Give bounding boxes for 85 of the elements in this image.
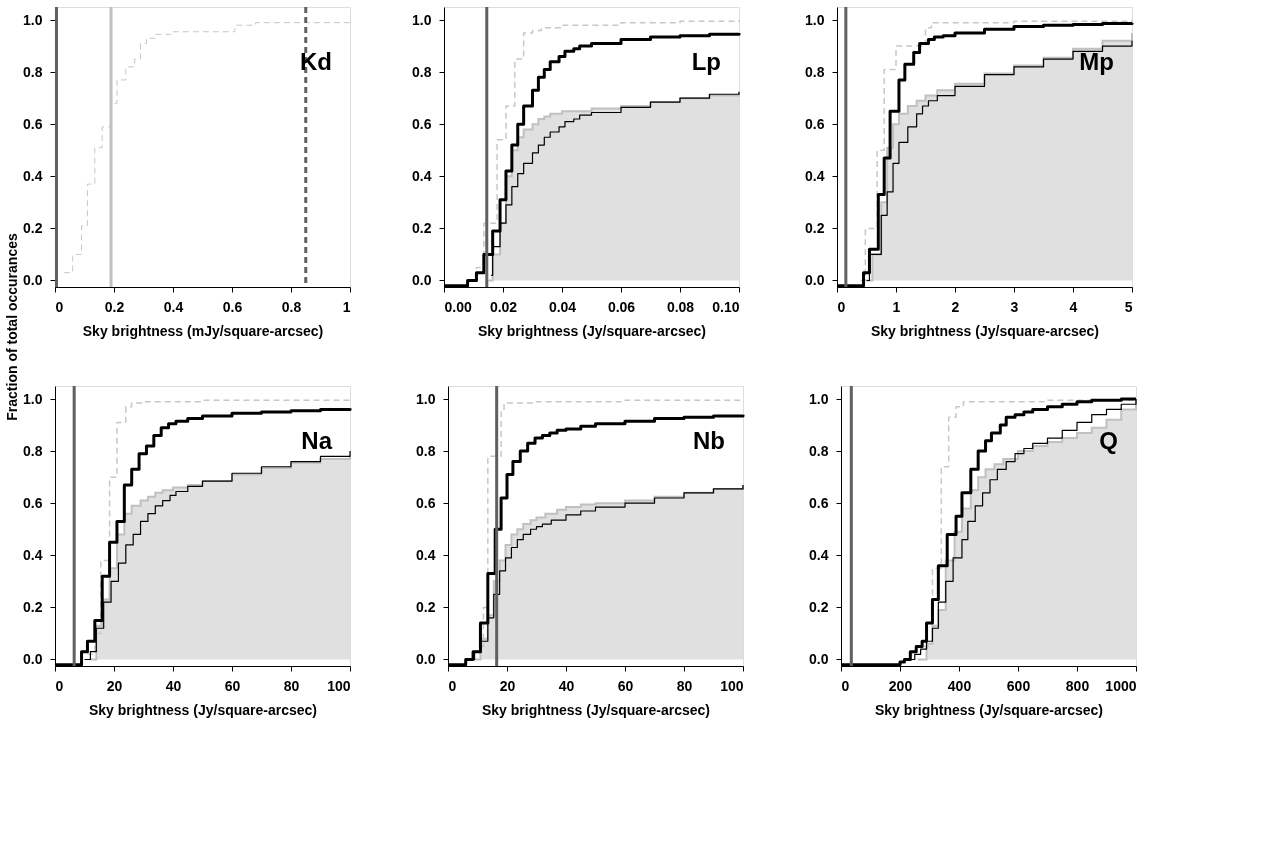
- x-tick-label: 1: [342, 298, 351, 315]
- y-tick-label: 0.6: [809, 494, 829, 511]
- x-tick-label: 20: [106, 677, 123, 694]
- y-tick-label: 0.8: [23, 442, 43, 459]
- x-tick-label: 100: [720, 677, 744, 694]
- x-tick-label: 40: [558, 677, 575, 694]
- y-tick-label: 0.8: [805, 63, 825, 80]
- x-tick-label: 60: [617, 677, 634, 694]
- x-tick-label: 4: [1069, 298, 1078, 315]
- annotation: Kd: [300, 48, 332, 75]
- y-tick-label: 0.0: [23, 650, 43, 667]
- y-tick-label: 0.0: [23, 271, 43, 288]
- x-tick-label: 0.04: [548, 298, 577, 315]
- x-tick-label: 0.2: [104, 298, 125, 315]
- x-tick-label: 0: [55, 298, 64, 315]
- annotation: Mp: [1079, 48, 1114, 75]
- annotation: Nb: [693, 427, 725, 454]
- annotation: Lp: [691, 48, 721, 75]
- y-tick-label: 0.2: [805, 219, 825, 236]
- x-tick-label: 0.06: [607, 298, 636, 315]
- x-tick-label: 800: [1065, 677, 1090, 694]
- y-tick-label: 1.0: [23, 11, 43, 28]
- y-tick-label: 0.4: [805, 167, 825, 184]
- y-axis-title: Fraction of total occurances: [4, 233, 20, 421]
- y-tick-label: 0.6: [805, 115, 825, 132]
- x-tick-label: 400: [947, 677, 972, 694]
- x-tick-label: 100: [327, 677, 351, 694]
- y-tick-label: 0.6: [416, 494, 436, 511]
- x-tick-label: 0.10: [712, 298, 740, 315]
- y-tick-label: 0.8: [23, 63, 43, 80]
- y-tick-label: 0.0: [805, 271, 825, 288]
- x-tick-label: 1: [892, 298, 901, 315]
- x-axis-title: Sky brightness (Jy/square-arcsec): [89, 701, 317, 718]
- y-tick-label: 1.0: [416, 390, 436, 407]
- y-tick-label: 0.4: [416, 546, 436, 563]
- x-tick-label: 0: [55, 677, 64, 694]
- x-tick-label: 0.00: [444, 298, 472, 315]
- y-tick-label: 0.4: [23, 546, 43, 563]
- annotation: Na: [301, 427, 333, 454]
- annotation: Q: [1099, 427, 1118, 454]
- y-tick-label: 0.0: [412, 271, 432, 288]
- x-tick-label: 0.02: [489, 298, 518, 315]
- y-tick-label: 0.4: [23, 167, 43, 184]
- y-tick-label: 0.8: [412, 63, 432, 80]
- y-tick-label: 0.4: [809, 546, 829, 563]
- y-tick-label: 0.2: [416, 598, 436, 615]
- y-tick-label: 0.6: [23, 115, 43, 132]
- y-tick-label: 0.2: [23, 598, 43, 615]
- y-tick-label: 1.0: [23, 390, 43, 407]
- x-tick-label: 1000: [1105, 677, 1137, 694]
- x-tick-label: 80: [676, 677, 693, 694]
- x-tick-label: 0.08: [666, 298, 695, 315]
- x-tick-label: 60: [224, 677, 241, 694]
- x-axis-title: Sky brightness (Jy/square-arcsec): [482, 701, 710, 718]
- x-tick-label: 3: [1010, 298, 1019, 315]
- y-tick-label: 0.8: [809, 442, 829, 459]
- x-tick-label: 80: [283, 677, 300, 694]
- x-axis-title: Sky brightness (Jy/square-arcsec): [478, 322, 706, 339]
- x-tick-label: 200: [888, 677, 913, 694]
- x-axis-title: Sky brightness (mJy/square-arcsec): [82, 322, 324, 339]
- y-tick-label: 0.0: [416, 650, 436, 667]
- y-tick-label: 0.2: [809, 598, 829, 615]
- x-tick-label: 0.6: [222, 298, 243, 315]
- y-tick-label: 0.2: [23, 219, 43, 236]
- y-tick-label: 0.6: [23, 494, 43, 511]
- x-axis-title: Sky brightness (Jy/square-arcsec): [871, 322, 1099, 339]
- y-tick-label: 1.0: [412, 11, 432, 28]
- x-tick-label: 0.4: [163, 298, 184, 315]
- y-tick-label: 0.0: [809, 650, 829, 667]
- y-tick-label: 1.0: [805, 11, 825, 28]
- x-tick-label: 0: [837, 298, 846, 315]
- x-tick-label: 20: [499, 677, 516, 694]
- x-tick-label: 600: [1006, 677, 1031, 694]
- x-tick-label: 2: [951, 298, 960, 315]
- y-tick-label: 0.8: [416, 442, 436, 459]
- y-tick-label: 0.6: [412, 115, 432, 132]
- x-tick-label: 40: [165, 677, 182, 694]
- x-tick-label: 0: [448, 677, 457, 694]
- x-axis-title: Sky brightness (Jy/square-arcsec): [875, 701, 1103, 718]
- x-tick-label: 0.8: [281, 298, 302, 315]
- x-tick-label: 0: [841, 677, 850, 694]
- x-tick-label: 5: [1124, 298, 1133, 315]
- y-tick-label: 0.4: [412, 167, 432, 184]
- y-tick-label: 1.0: [809, 390, 829, 407]
- y-tick-label: 0.2: [412, 219, 432, 236]
